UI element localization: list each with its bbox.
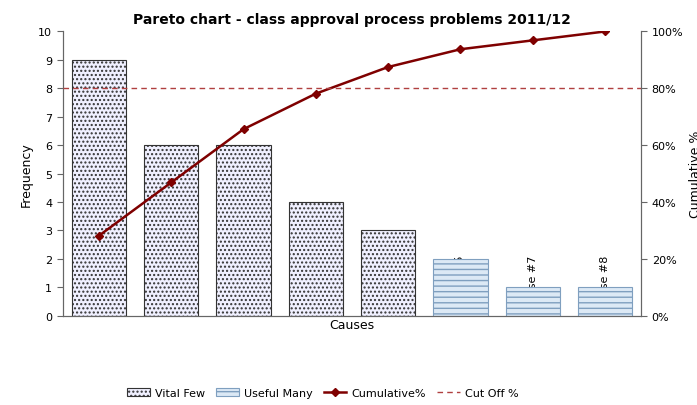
- Legend: Vital Few, Useful Many, Cumulative%, Cut Off %: Vital Few, Useful Many, Cumulative%, Cut…: [123, 384, 523, 403]
- Bar: [144, 146, 199, 316]
- Y-axis label: Frequency: Frequency: [20, 142, 33, 207]
- Y-axis label: Cumulative %: Cumulative %: [689, 130, 697, 218]
- Bar: [434, 259, 488, 316]
- Bar: [289, 202, 343, 316]
- Bar: [216, 146, 270, 316]
- Bar: [578, 288, 632, 316]
- Bar: [361, 231, 415, 316]
- Title: Pareto chart - class approval process problems 2011/12: Pareto chart - class approval process pr…: [133, 13, 571, 27]
- Bar: [72, 61, 126, 316]
- X-axis label: Causes: Causes: [330, 319, 374, 332]
- Bar: [505, 288, 560, 316]
